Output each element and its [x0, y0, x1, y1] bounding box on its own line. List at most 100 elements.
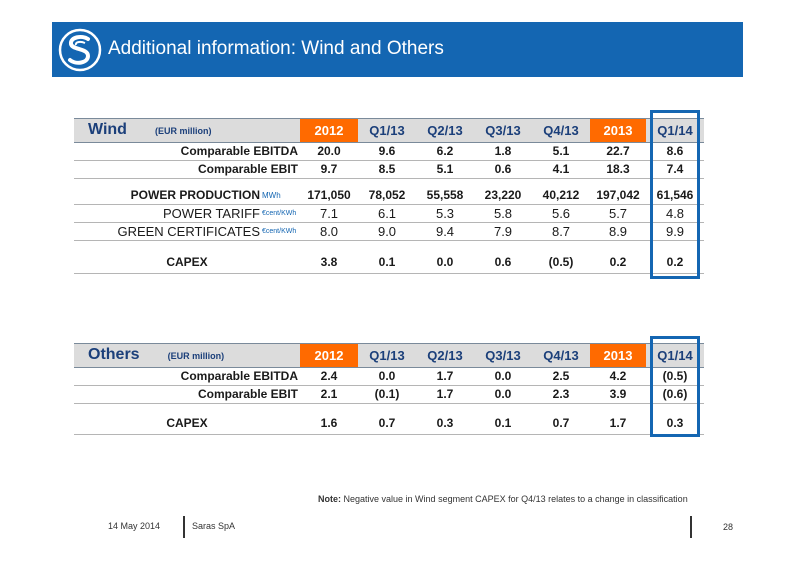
col-q3-13: Q3/13	[474, 118, 533, 143]
table-row: Comparable EBITDA 2.4 0.0 1.7 0.0 2.5 4.…	[74, 367, 705, 386]
title-banner	[52, 22, 743, 77]
cell: 6.1	[358, 204, 417, 223]
cell: 0.0	[358, 367, 417, 386]
row-label: GREEN CERTIFICATES	[74, 222, 262, 241]
footer-divider	[183, 516, 185, 538]
spacer-row	[74, 179, 704, 188]
col-q2-13: Q2/13	[416, 343, 475, 368]
row-label: Comparable EBITDA	[74, 367, 301, 386]
cell: 6.2	[416, 142, 475, 161]
cell: 4.2	[590, 367, 647, 386]
cell: 55,558	[416, 187, 475, 205]
unit-label: €cent/KWh	[262, 204, 301, 223]
cell: 0.3	[416, 412, 475, 435]
note-text: Negative value in Wind segment CAPEX for…	[343, 494, 688, 504]
cell: 22.7	[590, 142, 647, 161]
table-row: Comparable EBITDA 20.0 9.6 6.2 1.8 5.1 2…	[74, 142, 705, 161]
cell: 0.6	[474, 251, 533, 274]
col-2013: 2013	[590, 343, 647, 368]
cell: 78,052	[358, 187, 417, 205]
table-row: GREEN CERTIFICATES €cent/KWh 8.0 9.0 9.4…	[74, 222, 705, 241]
wind-q1-14-highlight	[650, 110, 700, 279]
others-section-title: Others (EUR million)	[74, 343, 301, 368]
cell: 23,220	[474, 187, 533, 205]
col-q2-13: Q2/13	[416, 118, 475, 143]
cell: 61,546	[646, 187, 705, 205]
cell: 2.3	[532, 385, 591, 404]
cell: 0.0	[416, 251, 475, 274]
others-table: Others (EUR million) 2012 Q1/13 Q2/13 Q3/…	[74, 343, 705, 435]
cell: 1.6	[300, 412, 359, 435]
table-row: CAPEX 3.8 0.1 0.0 0.6 (0.5) 0.2 0.2	[74, 251, 705, 274]
cell: 0.2	[590, 251, 647, 274]
cell: 0.2	[646, 251, 705, 274]
cell: 8.5	[358, 160, 417, 179]
cell: 9.0	[358, 222, 417, 241]
page-number: 28	[723, 522, 734, 532]
cell: 5.7	[590, 204, 647, 223]
unit-label: MWh	[262, 187, 301, 205]
cell: 5.1	[416, 160, 475, 179]
note-prefix: Note:	[318, 494, 341, 504]
spacer-row	[74, 404, 704, 413]
cell: 9.4	[416, 222, 475, 241]
wind-table: Wind (EUR million) 2012 Q1/13 Q2/13 Q3/13…	[74, 118, 705, 274]
table-row: CAPEX 1.6 0.7 0.3 0.1 0.7 1.7 0.3	[74, 412, 705, 435]
cell: 2.1	[300, 385, 359, 404]
cell: 0.0	[474, 367, 533, 386]
cell: 20.0	[300, 142, 359, 161]
col-q4-13: Q4/13	[532, 343, 591, 368]
row-label: Comparable EBIT	[74, 160, 301, 179]
cell: 7.4	[646, 160, 705, 179]
footnote: Note: Negative value in Wind segment CAP…	[318, 494, 688, 504]
cell: 1.7	[590, 412, 647, 435]
col-q1-14: Q1/14	[646, 343, 705, 368]
cell: 0.7	[532, 412, 591, 435]
cell: 2.4	[300, 367, 359, 386]
cell: 0.6	[474, 160, 533, 179]
cell: (0.5)	[532, 251, 591, 274]
cell: 3.9	[590, 385, 647, 404]
cell: 7.1	[300, 204, 359, 223]
row-label: Comparable EBIT	[74, 385, 301, 404]
footer-company: Saras SpA	[192, 521, 236, 531]
col-2012: 2012	[300, 343, 359, 368]
col-q1-13: Q1/13	[358, 118, 417, 143]
col-2013: 2013	[590, 118, 647, 143]
cell: 0.1	[358, 251, 417, 274]
saras-logo-icon	[58, 28, 102, 72]
table-row: POWER TARIFF €cent/KWh 7.1 6.1 5.3 5.8 5…	[74, 204, 705, 223]
footer-date: 14 May 2014	[108, 521, 161, 531]
cell: 5.8	[474, 204, 533, 223]
row-label: CAPEX	[74, 412, 301, 435]
others-q1-14-highlight	[650, 336, 700, 437]
cell: 0.0	[474, 385, 533, 404]
spacer-row	[74, 241, 704, 252]
col-q3-13: Q3/13	[474, 343, 533, 368]
cell: 197,042	[590, 187, 647, 205]
cell: 9.6	[358, 142, 417, 161]
cell: (0.6)	[646, 385, 705, 404]
cell: 9.9	[646, 222, 705, 241]
cell: (0.5)	[646, 367, 705, 386]
wind-section-title: Wind (EUR million)	[74, 118, 301, 143]
unit-label: €cent/KWh	[262, 222, 301, 241]
cell: 8.6	[646, 142, 705, 161]
cell: 3.8	[300, 251, 359, 274]
cell: 9.7	[300, 160, 359, 179]
page-title: Additional information: Wind and Others	[108, 38, 444, 59]
cell: 1.7	[416, 385, 475, 404]
cell: 2.5	[532, 367, 591, 386]
row-label: POWER PRODUCTION	[74, 187, 262, 205]
cell: 1.7	[416, 367, 475, 386]
cell: 8.7	[532, 222, 591, 241]
cell: 5.3	[416, 204, 475, 223]
col-2012: 2012	[300, 118, 359, 143]
cell: 0.1	[474, 412, 533, 435]
row-label: POWER TARIFF	[74, 204, 262, 223]
cell: 40,212	[532, 187, 591, 205]
row-label: Comparable EBITDA	[74, 142, 301, 161]
cell: 171,050	[300, 187, 359, 205]
cell: 5.1	[532, 142, 591, 161]
row-label: CAPEX	[74, 251, 301, 274]
